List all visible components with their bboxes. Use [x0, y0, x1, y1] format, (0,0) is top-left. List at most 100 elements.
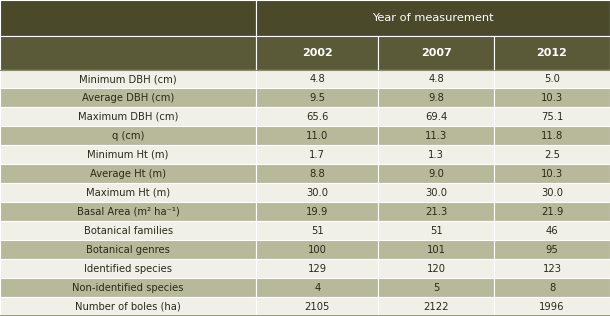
Bar: [0, 164, 256, 183]
Text: 5.0: 5.0: [544, 74, 560, 84]
Bar: [256, 240, 378, 259]
Bar: [256, 0, 610, 36]
Text: q (cm): q (cm): [112, 131, 145, 141]
Text: Minimum DBH (cm): Minimum DBH (cm): [79, 74, 177, 84]
Text: 19.9: 19.9: [306, 207, 328, 217]
Bar: [494, 126, 610, 145]
Bar: [494, 70, 610, 88]
Bar: [494, 240, 610, 259]
Text: 51: 51: [430, 226, 442, 236]
Text: 120: 120: [426, 264, 446, 274]
Bar: [0, 221, 256, 240]
Text: Botanical genres: Botanical genres: [86, 245, 170, 255]
Text: 11.3: 11.3: [425, 131, 447, 141]
Bar: [378, 88, 494, 107]
Text: 1996: 1996: [539, 301, 565, 312]
Bar: [494, 259, 610, 278]
Text: 129: 129: [307, 264, 327, 274]
Text: 2012: 2012: [537, 48, 567, 58]
Bar: [256, 259, 378, 278]
Bar: [256, 70, 378, 88]
Bar: [0, 88, 256, 107]
Text: 21.9: 21.9: [541, 207, 563, 217]
Text: 9.8: 9.8: [428, 93, 444, 103]
Text: 2.5: 2.5: [544, 150, 560, 160]
Text: 1.7: 1.7: [309, 150, 325, 160]
Bar: [0, 202, 256, 221]
Bar: [256, 126, 378, 145]
Bar: [378, 202, 494, 221]
Text: 65.6: 65.6: [306, 112, 328, 122]
Text: 11.0: 11.0: [306, 131, 328, 141]
Text: 100: 100: [308, 245, 326, 255]
Text: 95: 95: [546, 245, 558, 255]
Bar: [256, 183, 378, 202]
Bar: [256, 221, 378, 240]
Text: 2105: 2105: [304, 301, 330, 312]
Bar: [378, 259, 494, 278]
Text: 69.4: 69.4: [425, 112, 447, 122]
Bar: [378, 297, 494, 316]
Bar: [256, 297, 378, 316]
Bar: [0, 183, 256, 202]
Text: Maximum DBH (cm): Maximum DBH (cm): [78, 112, 178, 122]
Bar: [378, 36, 494, 70]
Text: 10.3: 10.3: [541, 93, 563, 103]
Text: 2002: 2002: [302, 48, 332, 58]
Bar: [378, 126, 494, 145]
Bar: [494, 183, 610, 202]
Text: 21.3: 21.3: [425, 207, 447, 217]
Bar: [378, 240, 494, 259]
Bar: [0, 126, 256, 145]
Text: Number of boles (ha): Number of boles (ha): [75, 301, 181, 312]
Bar: [256, 164, 378, 183]
Text: 4.8: 4.8: [428, 74, 444, 84]
Bar: [494, 88, 610, 107]
Text: Non-identified species: Non-identified species: [73, 283, 184, 293]
Text: 5: 5: [433, 283, 439, 293]
Bar: [494, 278, 610, 297]
Bar: [494, 145, 610, 164]
Bar: [256, 278, 378, 297]
Bar: [494, 164, 610, 183]
Text: Year of measurement: Year of measurement: [372, 13, 494, 23]
Text: 30.0: 30.0: [306, 188, 328, 198]
Bar: [378, 221, 494, 240]
Bar: [494, 36, 610, 70]
Bar: [0, 145, 256, 164]
Text: 75.1: 75.1: [541, 112, 563, 122]
Bar: [256, 88, 378, 107]
Text: 51: 51: [311, 226, 323, 236]
Text: Botanical families: Botanical families: [84, 226, 173, 236]
Bar: [256, 145, 378, 164]
Bar: [378, 278, 494, 297]
Text: Maximum Ht (m): Maximum Ht (m): [86, 188, 170, 198]
Bar: [0, 240, 256, 259]
Bar: [494, 297, 610, 316]
Bar: [378, 70, 494, 88]
Text: 8.8: 8.8: [309, 169, 325, 179]
Text: 123: 123: [542, 264, 562, 274]
Text: Basal Area (m² ha⁻¹): Basal Area (m² ha⁻¹): [77, 207, 179, 217]
Bar: [256, 202, 378, 221]
Text: 9.5: 9.5: [309, 93, 325, 103]
Text: 30.0: 30.0: [541, 188, 563, 198]
Text: 101: 101: [426, 245, 446, 255]
Bar: [494, 107, 610, 126]
Text: Average DBH (cm): Average DBH (cm): [82, 93, 174, 103]
Bar: [0, 278, 256, 297]
Bar: [378, 164, 494, 183]
Bar: [0, 70, 256, 88]
Bar: [494, 202, 610, 221]
Text: 30.0: 30.0: [425, 188, 447, 198]
Text: Minimum Ht (m): Minimum Ht (m): [87, 150, 169, 160]
Text: 46: 46: [546, 226, 558, 236]
Bar: [0, 36, 256, 70]
Bar: [0, 0, 256, 36]
Text: 10.3: 10.3: [541, 169, 563, 179]
Text: Average Ht (m): Average Ht (m): [90, 169, 166, 179]
Bar: [256, 107, 378, 126]
Bar: [378, 145, 494, 164]
Bar: [256, 36, 378, 70]
Bar: [378, 107, 494, 126]
